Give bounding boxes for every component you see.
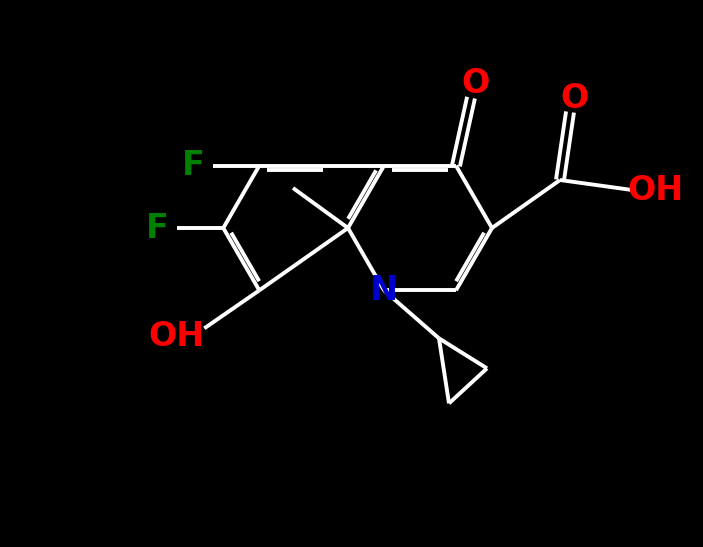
Text: OH: OH [148,320,205,353]
Text: OH: OH [628,173,684,207]
Text: F: F [146,212,169,245]
Text: F: F [182,149,205,182]
Text: N: N [370,274,398,307]
Text: O: O [561,82,589,114]
Text: O: O [462,67,490,100]
